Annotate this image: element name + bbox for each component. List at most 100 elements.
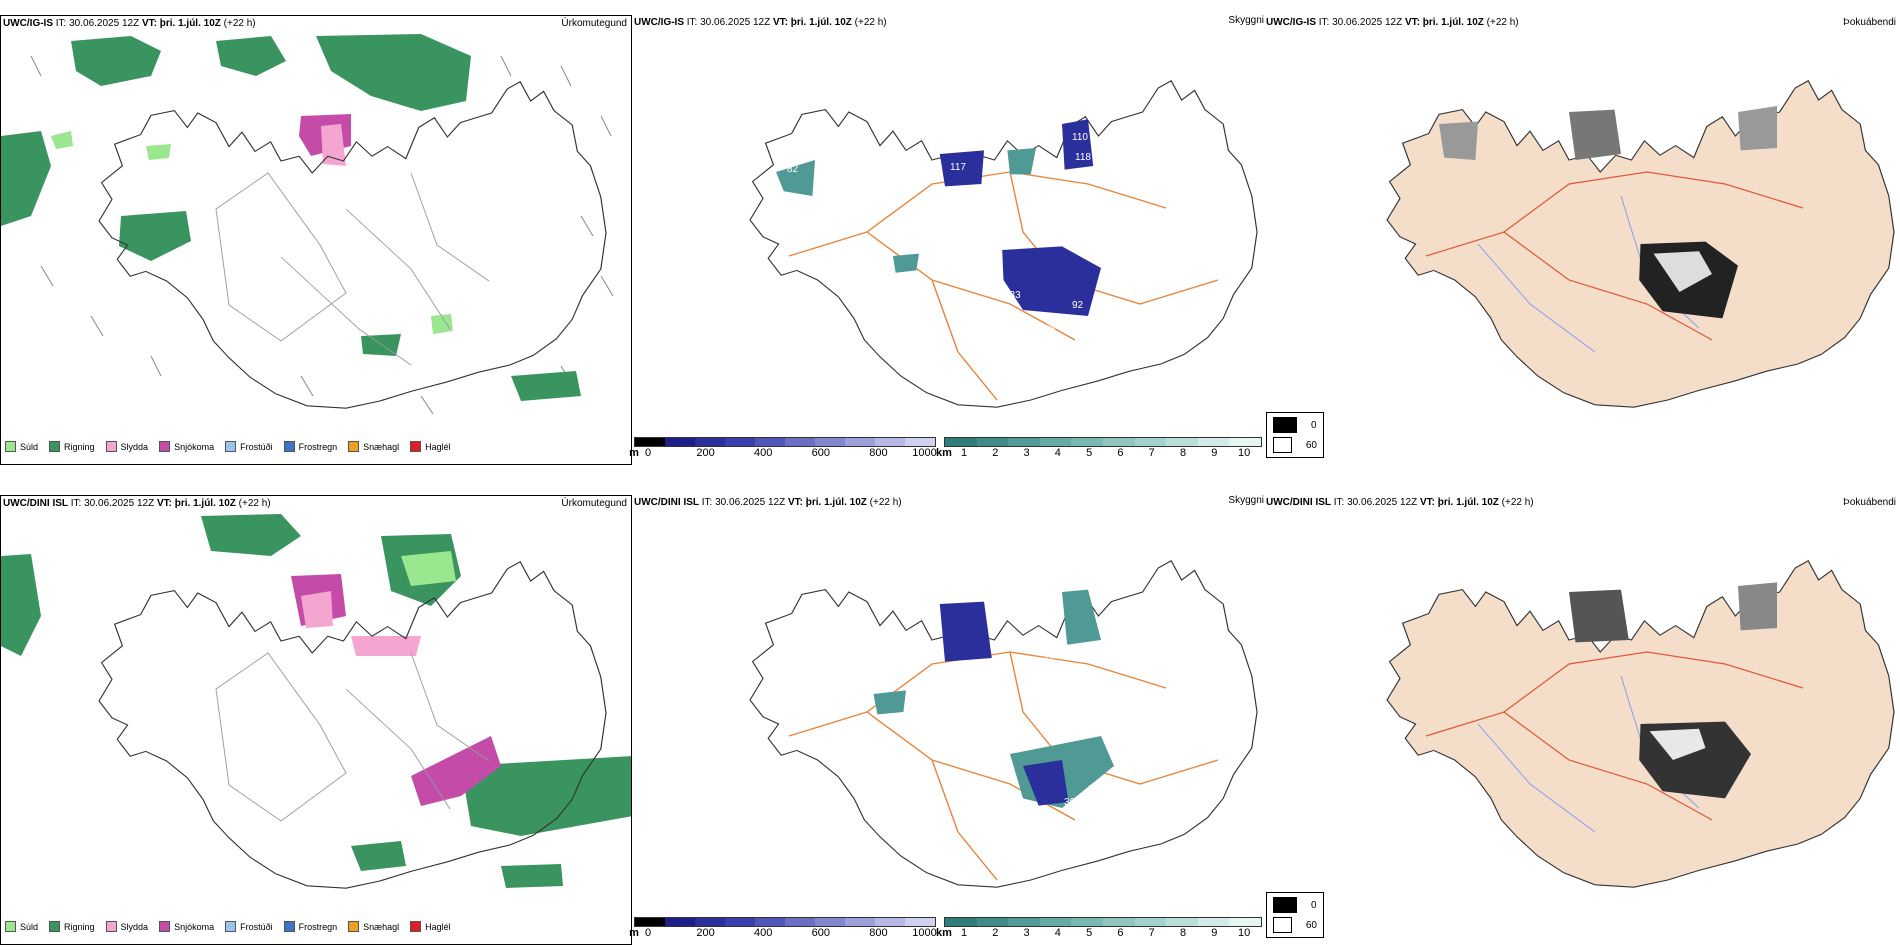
legend-item: Frostúði: [225, 921, 273, 932]
scale-swatch: [1102, 438, 1135, 446]
scale-swatch: [1134, 918, 1167, 926]
vis-label: 87: [962, 582, 974, 593]
legend-item: Frostregn: [283, 921, 337, 932]
scale-swatch: [875, 438, 905, 446]
scale-swatch: [755, 918, 785, 926]
scale-swatch: [695, 918, 725, 926]
vis-label: 117: [950, 162, 966, 173]
scale-swatch: [815, 918, 845, 926]
scale-swatch: [755, 438, 785, 446]
scale-swatch: [785, 918, 815, 926]
precip-map-top: [1, 34, 614, 415]
panel-title-top: UWC/IG-IS IT: 30.06.2025 12Z VT: þri. 1.…: [3, 18, 256, 29]
visibility-title-bottom: Skyggni: [1228, 495, 1264, 506]
scale-swatch: [1039, 918, 1072, 926]
legend-item: Snæhagl: [348, 441, 399, 452]
scale-swatch: [945, 438, 977, 446]
legend-item: Haglél: [410, 921, 451, 932]
fog-title-bottom: Þokuábendi: [1843, 497, 1896, 508]
vis-label: 110: [1072, 132, 1088, 143]
vis-label: 133: [1004, 290, 1021, 301]
fog-legend-bottom: 0 60: [1266, 892, 1324, 938]
legend-item: Frostúði: [225, 441, 273, 452]
scale-swatch: [845, 438, 875, 446]
precip-legend-top: Súld Rigning Slydda Snjókoma Frostúði Fr…: [5, 441, 462, 452]
precip-panel-top: UWC/IG-IS IT: 30.06.2025 12Z VT: þri. 1.…: [0, 15, 632, 465]
scale-swatch: [725, 438, 755, 446]
scale-swatch: [665, 918, 695, 926]
visibility-panel-top: UWC/IG-IS IT: 30.06.2025 12Z VT: þri. 1.…: [632, 15, 1264, 465]
vis-label: 82: [787, 164, 799, 175]
scale-swatch: [905, 438, 935, 446]
scale-swatch: [1071, 438, 1103, 446]
vis-label: 43: [880, 714, 892, 725]
scale-swatch: [815, 438, 845, 446]
scale-swatch: [1166, 438, 1198, 446]
scale-swatch: [1229, 438, 1261, 446]
vis-label: 93: [1075, 582, 1087, 593]
scale-swatch: [1071, 918, 1103, 926]
fog-map-top: [1386, 80, 1895, 408]
visibility-scale-top: km 1 2 3 4 5 6 7 8 9 10: [936, 437, 1262, 461]
panel-title-top-vis: UWC/IG-IS IT: 30.06.2025 12Z VT: þri. 1.…: [634, 17, 887, 28]
vis-label: 22: [1044, 652, 1056, 663]
scale-swatch: [635, 438, 665, 446]
fog-map-bottom: [1386, 560, 1895, 888]
rain-cells-bottom: [1, 514, 631, 888]
scale-swatch: [1134, 438, 1167, 446]
scale-swatch: [695, 438, 725, 446]
precip-panel-bottom: UWC/DINI ISL IT: 30.06.2025 12Z VT: þri.…: [0, 495, 632, 945]
fog-legend-top: 0 60: [1266, 412, 1324, 458]
visibility-map-bottom: 87 93 22 43 36 37: [749, 560, 1258, 888]
visibility-map-top: 82 117 110 118 133 92 55: [749, 80, 1258, 408]
vis-label: 118: [1075, 152, 1091, 163]
vis-label: 37: [1088, 784, 1100, 795]
scale-swatch: [945, 918, 977, 926]
legend-item: Snæhagl: [348, 921, 399, 932]
scale-swatch: [635, 918, 665, 926]
legend-item: Haglél: [410, 441, 451, 452]
panel-title-top-fog: UWC/IG-IS IT: 30.06.2025 12Z VT: þri. 1.…: [1266, 17, 1519, 28]
scale-swatch: [785, 438, 815, 446]
scale-swatch: [875, 918, 905, 926]
vis-label: 92: [1072, 300, 1084, 311]
legend-item: Súld: [5, 921, 38, 932]
scale-swatch: [665, 438, 695, 446]
legend-item: Slydda: [105, 921, 148, 932]
rain-cells-top: [1, 34, 581, 401]
precip-title-top: Úrkomutegund: [561, 18, 627, 29]
scale-swatch: [976, 918, 1009, 926]
scale-swatch: [1197, 918, 1230, 926]
legend-item: Rigning: [49, 441, 95, 452]
scale-swatch: [1039, 438, 1072, 446]
elevation-scale-bottom: m 0 200 400 600 800 1000: [629, 917, 937, 941]
scale-swatch: [1166, 918, 1198, 926]
precip-title-bottom: Úrkomutegund: [561, 498, 627, 509]
scale-swatch: [1008, 918, 1040, 926]
vis-label: 36: [1064, 797, 1076, 808]
scale-swatch: [976, 438, 1009, 446]
scale-swatch: [1008, 438, 1040, 446]
scale-swatch: [1102, 918, 1135, 926]
panel-title-bottom: UWC/DINI ISL IT: 30.06.2025 12Z VT: þri.…: [3, 498, 271, 509]
legend-item: Frostregn: [283, 441, 337, 452]
scale-swatch: [1229, 918, 1261, 926]
legend-item: Rigning: [49, 921, 95, 932]
panel-title-bottom-vis: UWC/DINI ISL IT: 30.06.2025 12Z VT: þri.…: [634, 497, 902, 508]
precip-legend-bottom: Súld Rigning Slydda Snjókoma Frostúði Fr…: [5, 921, 462, 932]
visibility-panel-bottom: UWC/DINI ISL IT: 30.06.2025 12Z VT: þri.…: [632, 495, 1264, 945]
scale-swatch: [725, 918, 755, 926]
scale-swatch: [905, 918, 935, 926]
visibility-title-top: Skyggni: [1228, 15, 1264, 26]
scale-swatch: [845, 918, 875, 926]
precip-map-bottom: [1, 514, 631, 889]
legend-item: Snjókoma: [159, 921, 214, 932]
elevation-scale-top: m 0 200 400 600 800 1000: [629, 437, 937, 461]
visibility-scale-bottom: km 1 2 3 4 5 6 7 8 9 10: [936, 917, 1262, 941]
fog-title-top: Þokuábendi: [1843, 17, 1896, 28]
panel-title-bottom-fog: UWC/DINI ISL IT: 30.06.2025 12Z VT: þri.…: [1266, 497, 1534, 508]
legend-item: Snjókoma: [159, 441, 214, 452]
legend-item: Slydda: [105, 441, 148, 452]
vis-label: 55: [1044, 324, 1056, 335]
legend-item: Súld: [5, 441, 38, 452]
